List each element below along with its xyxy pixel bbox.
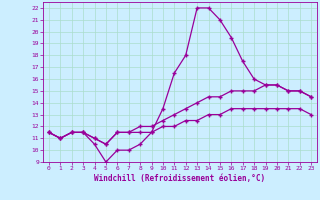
X-axis label: Windchill (Refroidissement éolien,°C): Windchill (Refroidissement éolien,°C) bbox=[94, 174, 266, 183]
